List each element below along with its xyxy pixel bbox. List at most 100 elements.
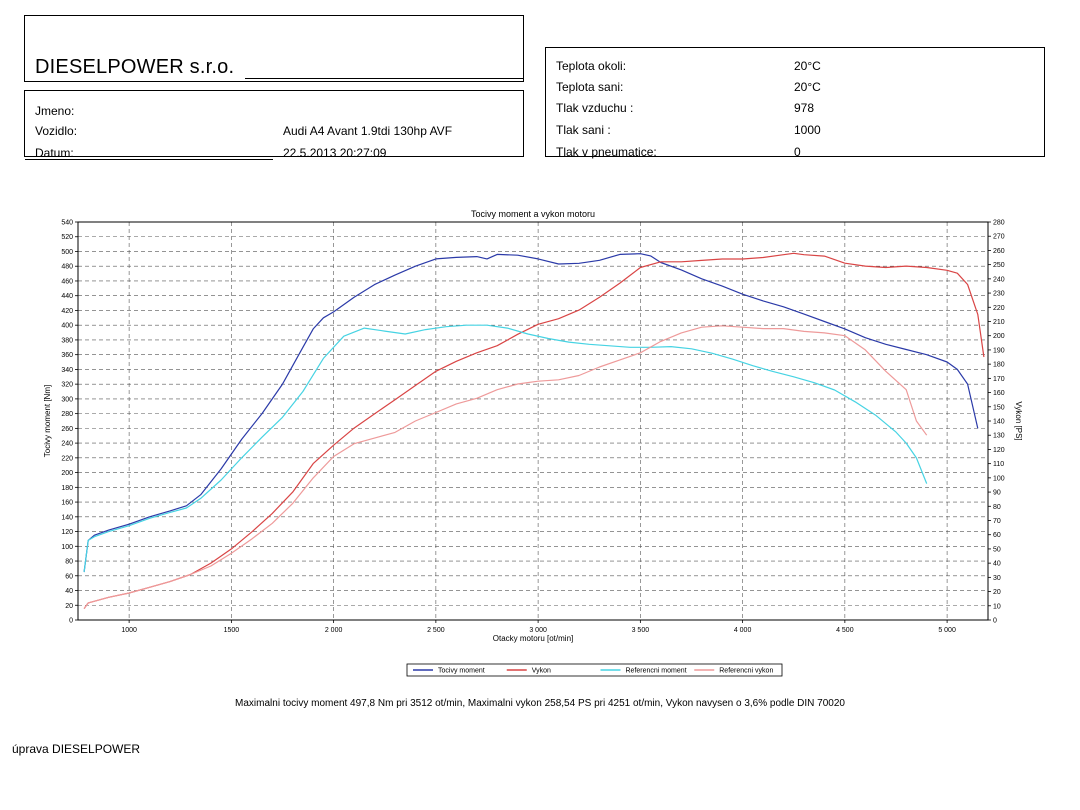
y-tick-label: 500 [61, 249, 73, 256]
summary-text: Maximalni tocivy moment 497,8 Nm pri 351… [235, 698, 845, 709]
y2-tick-label: 220 [993, 305, 1005, 312]
y2-tick-label: 100 [993, 475, 1005, 482]
chart-title: Tocivy moment a vykon motoru [471, 209, 595, 219]
y-tick-label: 120 [61, 529, 73, 536]
vehicle-value: Audi A4 Avant 1.9tdi 130hp AVF [283, 124, 453, 138]
x-tick-label: 5 000 [938, 627, 956, 634]
series-line-referencni-moment [83, 324, 928, 573]
y2-tick-label: 190 [993, 347, 1005, 354]
y-tick-label: 480 [61, 264, 73, 271]
y2-tick-label: 10 [993, 603, 1001, 610]
y-tick-label: 180 [61, 485, 73, 492]
y-tick-label: 400 [61, 323, 73, 330]
air-pressure-label: Tlak vzduchu : [556, 101, 634, 115]
y-tick-label: 300 [61, 396, 73, 403]
x-tick-label: 3 000 [529, 627, 547, 634]
company-box: DIESELPOWER s.r.o. [24, 15, 524, 82]
y-tick-label: 540 [61, 220, 73, 227]
y-tick-label: 280 [61, 411, 73, 418]
company-underline [245, 78, 523, 79]
tire-pressure-value: 0 [794, 145, 801, 159]
y2-tick-label: 0 [993, 618, 997, 625]
vehicle-label: Vozidlo: [35, 124, 78, 138]
legend: Tocivy moment Vykon Referencni moment Refer… [406, 663, 783, 677]
y2-tick-label: 270 [993, 234, 1005, 241]
y-tick-label: 380 [61, 337, 73, 344]
y-tick-label: 460 [61, 278, 73, 285]
conditions-box: Teplota okoli: 20°C Teplota sani: 20°C T… [545, 47, 1045, 159]
y2-tick-label: 180 [993, 362, 1005, 369]
y2-tick-label: 40 [993, 561, 1001, 568]
dyno-chart: 0204060801001201401601802002202402602803… [43, 209, 1023, 677]
y-tick-label: 80 [65, 559, 73, 566]
intake-pressure-label: Tlak sani : [556, 123, 611, 137]
y-tick-label: 200 [61, 470, 73, 477]
y-tick-label: 60 [65, 573, 73, 580]
y2-tick-label: 20 [993, 589, 1001, 596]
y-tick-label: 40 [65, 588, 73, 595]
legend-label-vykon: Vykon [532, 668, 551, 675]
legend-label-referencni-vykon: Referencni vykon [719, 668, 773, 675]
y2-tick-label: 260 [993, 248, 1005, 255]
y-axis-label: Tocivy moment [Nm] [43, 385, 52, 457]
intake-temp-label: Teplota sani: [556, 80, 624, 94]
y-tick-label: 240 [61, 441, 73, 448]
y-tick-label: 100 [61, 544, 73, 551]
y2-tick-label: 250 [993, 262, 1005, 269]
y2-tick-label: 170 [993, 376, 1005, 383]
x-tick-label: 1500 [224, 627, 240, 634]
intake-pressure-value: 1000 [794, 123, 821, 137]
y2-tick-label: 50 [993, 546, 1001, 553]
y2-tick-label: 210 [993, 319, 1005, 326]
axes: 0204060801001201401601802002202402602803… [61, 220, 1004, 635]
ambient-temp-value: 20°C [794, 59, 821, 73]
y-tick-label: 420 [61, 308, 73, 315]
date-underline [25, 159, 273, 160]
y-tick-label: 160 [61, 500, 73, 507]
y2-tick-label: 130 [993, 433, 1005, 440]
y2-tick-label: 60 [993, 532, 1001, 539]
x-tick-label: 4 500 [836, 627, 854, 634]
legend-label-tocivy-moment: Tocivy moment [438, 668, 485, 675]
y2-tick-label: 80 [993, 504, 1001, 511]
y-tick-label: 440 [61, 293, 73, 300]
y-tick-label: 520 [61, 234, 73, 241]
x-tick-label: 2 500 [427, 627, 445, 634]
y2-tick-label: 280 [993, 220, 1005, 227]
grid [78, 222, 988, 620]
customer-box: Jmeno: Vozidlo: Audi A4 Avant 1.9tdi 130… [24, 90, 524, 160]
company-name: DIESELPOWER s.r.o. [35, 56, 235, 78]
x-axis-label: Otacky motoru [ot/min] [493, 634, 573, 643]
y-tick-label: 340 [61, 367, 73, 374]
air-pressure-value: 978 [794, 101, 815, 115]
footer-text: úprava DIESELPOWER [12, 742, 141, 756]
y2-tick-label: 160 [993, 390, 1005, 397]
y2-tick-label: 30 [993, 575, 1001, 582]
tire-pressure-label: Tlak v pneumatice: [556, 145, 657, 159]
y-tick-label: 260 [61, 426, 73, 433]
y2-tick-label: 240 [993, 276, 1005, 283]
date-value: 22.5.2013 20:27:09 [283, 146, 387, 160]
y2-tick-label: 120 [993, 447, 1005, 454]
y-tick-label: 220 [61, 455, 73, 462]
x-tick-label: 3 500 [632, 627, 650, 634]
y-tick-label: 0 [69, 618, 73, 625]
ambient-temp-label: Teplota okoli: [556, 59, 627, 73]
y-tick-label: 140 [61, 514, 73, 521]
y2-tick-label: 90 [993, 490, 1001, 497]
y2-tick-label: 140 [993, 419, 1005, 426]
y-tick-label: 320 [61, 382, 73, 389]
legend-label-referencni-moment: Referencni moment [626, 668, 687, 675]
x-tick-label: 2 000 [325, 627, 343, 634]
name-label: Jmeno: [35, 104, 75, 118]
series-line-tocivy-moment [83, 253, 979, 573]
date-label: Datum: [35, 146, 74, 160]
y2-tick-label: 200 [993, 333, 1005, 340]
series-line-vykon [83, 252, 985, 609]
tire-pressure-underline [546, 156, 794, 157]
y2-tick-label: 110 [993, 461, 1004, 468]
intake-temp-value: 20°C [794, 80, 821, 94]
series-line-referencni-vykon [83, 325, 928, 609]
series-layer [83, 252, 985, 609]
y2-tick-label: 230 [993, 291, 1005, 298]
